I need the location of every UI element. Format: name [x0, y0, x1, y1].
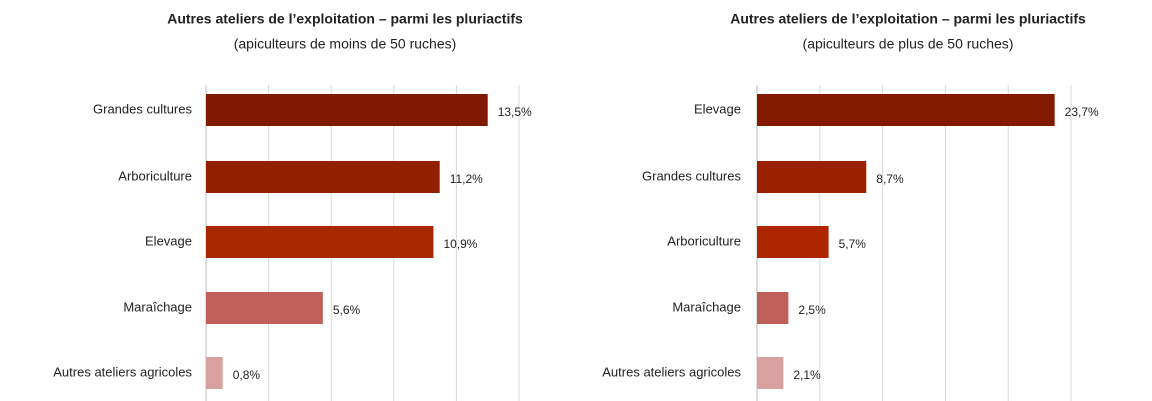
value-label: 8,7% — [876, 172, 904, 186]
bar — [206, 357, 223, 389]
category-label: Maraîchage — [123, 299, 192, 314]
value-label: 23,7% — [1065, 105, 1099, 119]
value-label: 5,7% — [839, 237, 867, 251]
bar — [757, 94, 1055, 126]
value-label: 10,9% — [443, 237, 477, 251]
bar — [206, 94, 488, 126]
bar — [757, 161, 867, 193]
category-label: Elevage — [145, 233, 192, 248]
bar — [757, 226, 829, 258]
bar — [757, 292, 789, 324]
category-label: Elevage — [694, 101, 741, 116]
value-label: 0,8% — [233, 368, 261, 382]
bar — [206, 226, 434, 258]
value-label: 11,2% — [450, 172, 483, 186]
category-label: Arboriculture — [667, 233, 741, 248]
chart-subtitle: (apiculteurs de moins de 50 ruches) — [234, 36, 457, 52]
value-label: 5,6% — [333, 303, 361, 317]
value-label: 13,5% — [498, 105, 532, 119]
category-label: Arboriculture — [118, 168, 192, 183]
bar — [206, 161, 440, 193]
value-label: 2,1% — [793, 368, 821, 382]
bar — [206, 292, 323, 324]
value-label: 2,5% — [798, 303, 826, 317]
category-label: Grandes cultures — [642, 168, 741, 183]
bar — [757, 357, 784, 389]
category-label: Autres ateliers agricoles — [602, 364, 741, 379]
chart-subtitle: (apiculteurs de plus de 50 ruches) — [803, 36, 1014, 52]
category-label: Grandes cultures — [93, 101, 192, 116]
chart-title: Autres ateliers de l’exploitation – parm… — [167, 11, 523, 27]
chart-title: Autres ateliers de l’exploitation – parm… — [730, 11, 1086, 27]
category-label: Maraîchage — [672, 299, 741, 314]
category-label: Autres ateliers agricoles — [53, 364, 192, 379]
